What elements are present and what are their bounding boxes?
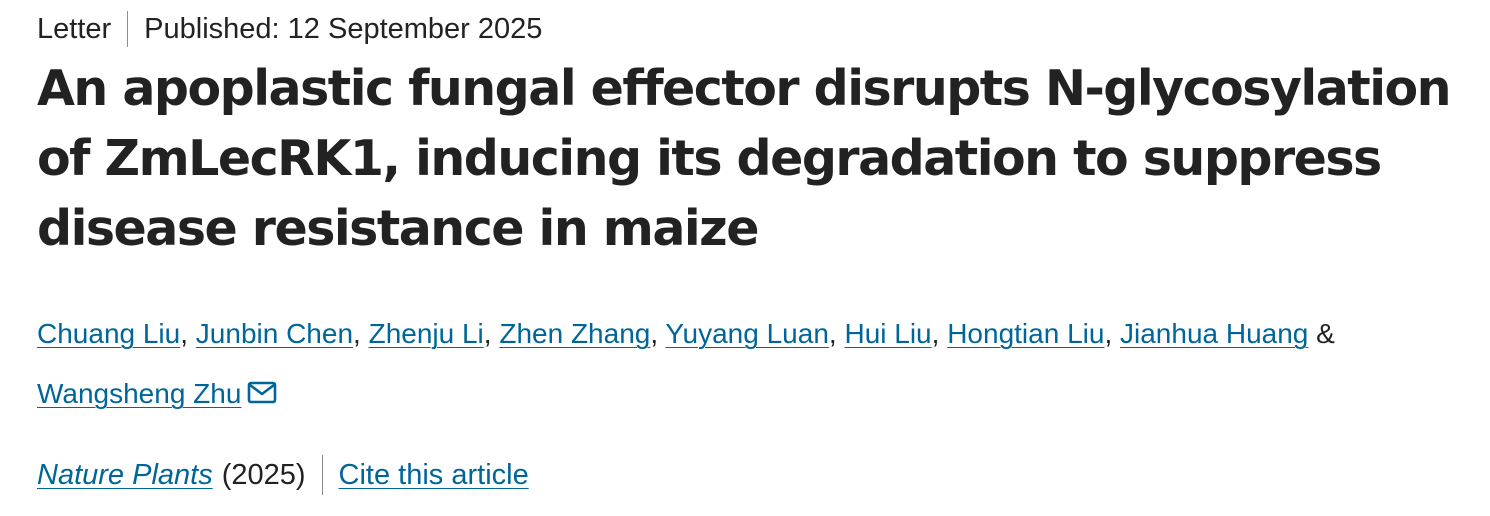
author-link[interactable]: Zhenju Li — [368, 318, 484, 349]
journal-link[interactable]: Nature Plants — [37, 458, 213, 491]
published-date: Published: 12 September 2025 — [144, 12, 543, 45]
author-separator: , — [931, 318, 940, 349]
author-link[interactable]: Chuang Liu — [37, 318, 181, 349]
author-separator: , — [180, 318, 189, 349]
author-separator: , — [483, 318, 492, 349]
author-separator: , — [828, 318, 837, 349]
corresponding-author-link[interactable]: Wangsheng Zhu — [37, 378, 242, 409]
cite-article-link[interactable]: Cite this article — [338, 458, 529, 491]
citation-row: Nature Plants (2025) Cite this article — [37, 455, 529, 495]
author-link[interactable]: Junbin Chen — [195, 318, 354, 349]
author-link[interactable]: Hui Liu — [844, 318, 932, 349]
author-list: Chuang Liu, Junbin Chen, Zhenju Li, Zhen… — [37, 304, 1467, 426]
author-separator: , — [1104, 318, 1113, 349]
author-link[interactable]: Jianhua Huang — [1120, 318, 1309, 349]
author-link[interactable]: Yuyang Luan — [665, 318, 829, 349]
author-separator: , — [353, 318, 361, 349]
author-conjunction: & — [1316, 318, 1335, 349]
author-link[interactable]: Zhen Zhang — [499, 318, 651, 349]
meta-divider — [127, 11, 129, 47]
author-link[interactable]: Hongtian Liu — [947, 318, 1105, 349]
article-title: An apoplastic fungal effector disrupts N… — [37, 60, 1452, 257]
article-meta: Letter Published: 12 September 2025 — [37, 10, 542, 48]
author-separator: , — [650, 318, 659, 349]
article-type: Letter — [37, 12, 112, 45]
citation-divider — [321, 455, 323, 495]
publication-year: (2025) — [221, 458, 306, 491]
envelope-icon[interactable] — [247, 366, 277, 426]
